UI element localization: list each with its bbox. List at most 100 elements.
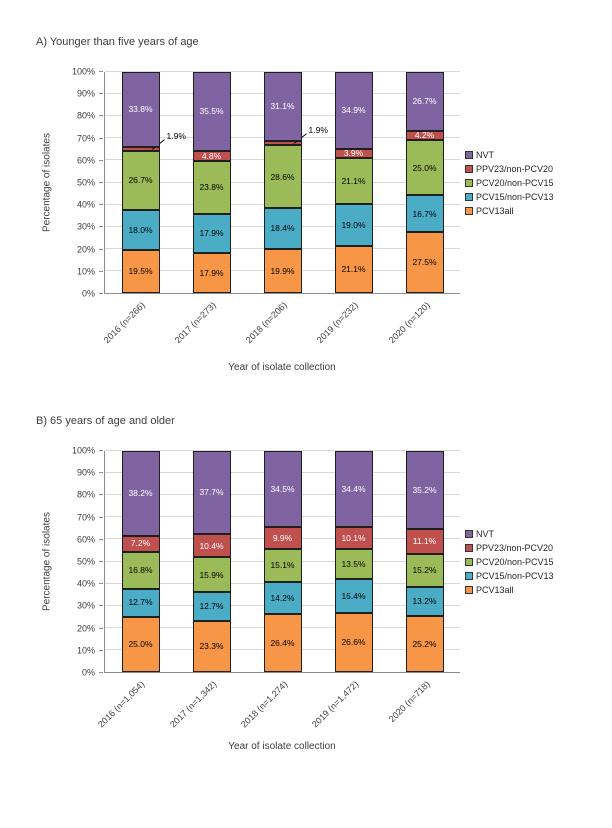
legend-item: PCV20/non-PCV15 bbox=[465, 557, 602, 567]
bar-segment: 38.2% bbox=[121, 451, 160, 536]
legend-label: PCV15/non-PCV13 bbox=[476, 571, 554, 581]
bar-slot: 19.5% 18.0% 26.7% 1.9% 33.8% bbox=[105, 72, 186, 293]
data-label: 23.3% bbox=[199, 641, 224, 651]
legend-label: PCV20/non-PCV15 bbox=[476, 178, 554, 188]
bar-segment: 15.9% bbox=[192, 557, 231, 593]
bar-segment: 26.6% bbox=[334, 613, 373, 672]
y-tick-label: 80% bbox=[76, 110, 95, 121]
bar-segment: 9.9% bbox=[263, 527, 302, 550]
legend-swatch bbox=[465, 207, 473, 215]
bars: 25.0% 12.7% 16.8% 7.2% 38.2% 23.3% 12.7% 15.9% 1… bbox=[105, 451, 460, 672]
panel-b-title: B) 65 years of age and older bbox=[36, 415, 175, 427]
data-label: 10.4% bbox=[199, 540, 224, 551]
data-label: 19.0% bbox=[341, 220, 366, 231]
bar-slot: 27.5% 16.7% 25.0% 4.2% 26.7% bbox=[389, 72, 460, 293]
data-label: 27.5% bbox=[412, 257, 437, 268]
y-tick-mark bbox=[99, 605, 103, 607]
legend-swatch bbox=[465, 558, 473, 566]
data-label: 25.0% bbox=[128, 639, 153, 650]
bar-segment: 35.5% bbox=[192, 72, 231, 151]
bar-segment: 25.2% bbox=[405, 616, 444, 672]
x-tick: 2020 (n=120) bbox=[386, 294, 460, 349]
y-tick-label: 70% bbox=[76, 512, 95, 523]
legend-swatch bbox=[465, 179, 473, 187]
data-label: 21.1% bbox=[341, 175, 366, 186]
y-tick-mark bbox=[99, 71, 103, 72]
bar-segment: 15.1% bbox=[263, 549, 302, 583]
bar-segment: 12.7% bbox=[121, 588, 160, 617]
data-label: 15.2% bbox=[412, 565, 437, 576]
y-tick-label: 90% bbox=[76, 467, 95, 478]
x-tick: 2019 (n=1,472) bbox=[310, 673, 389, 729]
legend-swatch bbox=[465, 193, 473, 201]
stacked-bar: 19.9% 18.4% 28.6% 1.9% 31.1% bbox=[263, 72, 328, 293]
bar-slot: 25.0% 12.7% 16.8% 7.2% 38.2% bbox=[105, 451, 176, 672]
data-label: 35.5% bbox=[199, 106, 224, 117]
chart-b: Percentage of isolates 0% 10% 20% 30% 40% 50%… bbox=[36, 446, 612, 752]
y-axis-title: Percentage of isolates bbox=[41, 133, 53, 233]
data-label: 23.8% bbox=[199, 182, 224, 193]
legend-item: PCV15/non-PCV13 bbox=[465, 571, 602, 581]
bar-segment: 10.4% bbox=[192, 534, 231, 558]
bar-segment: 34.9% bbox=[334, 72, 373, 150]
y-tick-mark bbox=[99, 137, 103, 139]
bar-slot: 25.2% 13.2% 15.2% 11.1% 35.2% bbox=[389, 451, 460, 672]
y-tick-mark bbox=[99, 204, 103, 206]
data-label: 4.8% bbox=[201, 150, 222, 161]
y-tick-mark bbox=[99, 159, 103, 161]
bar-segment: 1.9% bbox=[263, 126, 328, 146]
plot-area: 25.0% 12.7% 16.8% 7.2% 38.2% 23.3% 12.7% 15.9% 1… bbox=[104, 450, 460, 673]
legend-label: PCV13all bbox=[476, 206, 514, 216]
legend: NVT PPV23/non-PCV20 PCV20/non-PCV15 PCV15/n… bbox=[460, 72, 602, 294]
data-label: 37.7% bbox=[199, 487, 224, 498]
bar-segment: 35.2% bbox=[405, 451, 444, 530]
bar-segment: 25.0% bbox=[121, 616, 160, 672]
x-tick-label: 2017 (n=273) bbox=[172, 300, 218, 346]
data-label: 16.8% bbox=[128, 564, 153, 575]
bar-segment: 17.9% bbox=[192, 253, 231, 293]
panel-a-title: A) Younger than five years of age bbox=[36, 36, 199, 48]
x-axis-title: Year of isolate collection bbox=[228, 741, 336, 752]
y-axis: 0% 10% 20% 30% 40% 50% 60% 70% 80% 90% 100% bbox=[58, 67, 104, 298]
legend-item: PPV23/non-PCV20 bbox=[465, 164, 602, 174]
legend-label: PPV23/non-PCV20 bbox=[476, 543, 554, 553]
bar-segment: 19.0% bbox=[334, 204, 373, 247]
bar-segment: 25.0% bbox=[405, 140, 444, 196]
legend-label: NVT bbox=[476, 150, 494, 160]
y-tick-label: 30% bbox=[76, 600, 95, 611]
x-tick: 2017 (n=1,342) bbox=[167, 673, 246, 729]
panel-b: B) 65 years of age and older Percentage … bbox=[0, 415, 612, 752]
legend-item: NVT bbox=[465, 529, 602, 539]
y-tick-label: 100% bbox=[71, 445, 95, 456]
data-label: 34.9% bbox=[341, 105, 366, 116]
data-label: 17.9% bbox=[199, 228, 224, 239]
panel-a: A) Younger than five years of age Percen… bbox=[0, 36, 612, 373]
y-tick-mark bbox=[99, 182, 103, 183]
y-tick-label: 90% bbox=[76, 88, 95, 99]
bar-segment: 11.1% bbox=[405, 529, 444, 554]
legend-item: PPV23/non-PCV20 bbox=[465, 543, 602, 553]
data-label: 12.7% bbox=[128, 597, 153, 608]
x-tick-label: 2017 (n=1,342) bbox=[167, 679, 218, 730]
bar-segment: 7.2% bbox=[121, 535, 160, 552]
bar-segment: 13.2% bbox=[405, 587, 444, 617]
data-label: 34.4% bbox=[341, 483, 366, 494]
y-tick-label: 0% bbox=[81, 288, 95, 299]
data-label: 7.2% bbox=[130, 538, 151, 549]
data-label: 18.4% bbox=[270, 223, 295, 234]
stacked-bar: 21.1% 19.0% 21.1% 3.9% 34.9% bbox=[334, 72, 373, 293]
x-axis-title: Year of isolate collection bbox=[228, 362, 336, 373]
x-tick-label: 2020 (n=718) bbox=[386, 679, 432, 725]
data-label: 26.4% bbox=[270, 637, 295, 648]
legend-swatch bbox=[465, 165, 473, 173]
y-tick-label: 20% bbox=[76, 623, 95, 634]
x-tick-label: 2019 (n=232) bbox=[315, 300, 361, 346]
bar-segment: 4.8% bbox=[192, 150, 231, 162]
bar-segment: 23.3% bbox=[192, 620, 231, 672]
x-tick-label: 2016 (n=266) bbox=[101, 300, 147, 346]
bar-slot: 19.9% 18.4% 28.6% 1.9% 31.1% bbox=[247, 72, 328, 293]
stacked-bar: 27.5% 16.7% 25.0% 4.2% 26.7% bbox=[405, 72, 444, 293]
x-axis: 2016 (n=1,054) 2017 (n=1,342) 2018 (n=1,27… bbox=[96, 673, 460, 729]
data-label: 4.2% bbox=[414, 130, 435, 141]
data-label: 31.1% bbox=[270, 101, 295, 112]
